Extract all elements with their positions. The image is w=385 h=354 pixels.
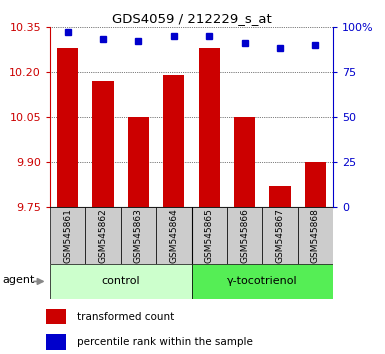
Bar [270, 186, 291, 207]
Bar [192, 264, 333, 299]
Text: percentile rank within the sample: percentile rank within the sample [77, 337, 253, 347]
Bar [57, 48, 79, 207]
Text: GSM545861: GSM545861 [63, 208, 72, 263]
Bar [262, 207, 298, 264]
Bar [85, 207, 121, 264]
Bar [50, 207, 85, 264]
Text: γ-tocotrienol: γ-tocotrienol [227, 276, 298, 286]
Bar [234, 117, 255, 207]
Bar [46, 335, 66, 350]
Text: transformed count: transformed count [77, 312, 174, 321]
Bar [156, 207, 191, 264]
Text: GSM545865: GSM545865 [205, 208, 214, 263]
Bar [199, 48, 220, 207]
Bar [92, 81, 114, 207]
Text: GSM545862: GSM545862 [99, 208, 108, 263]
Bar [163, 75, 184, 207]
Text: GSM545863: GSM545863 [134, 208, 143, 263]
Bar [298, 207, 333, 264]
Text: GSM545868: GSM545868 [311, 208, 320, 263]
Bar [227, 207, 262, 264]
Bar [50, 264, 192, 299]
Bar [121, 207, 156, 264]
Text: agent: agent [3, 275, 35, 285]
Text: control: control [102, 276, 140, 286]
Text: GSM545867: GSM545867 [275, 208, 285, 263]
Text: GSM545866: GSM545866 [240, 208, 249, 263]
Title: GDS4059 / 212229_s_at: GDS4059 / 212229_s_at [112, 12, 271, 25]
Bar [128, 117, 149, 207]
Bar [192, 207, 227, 264]
Bar [305, 162, 326, 207]
Text: GSM545864: GSM545864 [169, 208, 178, 263]
Bar [46, 309, 66, 324]
